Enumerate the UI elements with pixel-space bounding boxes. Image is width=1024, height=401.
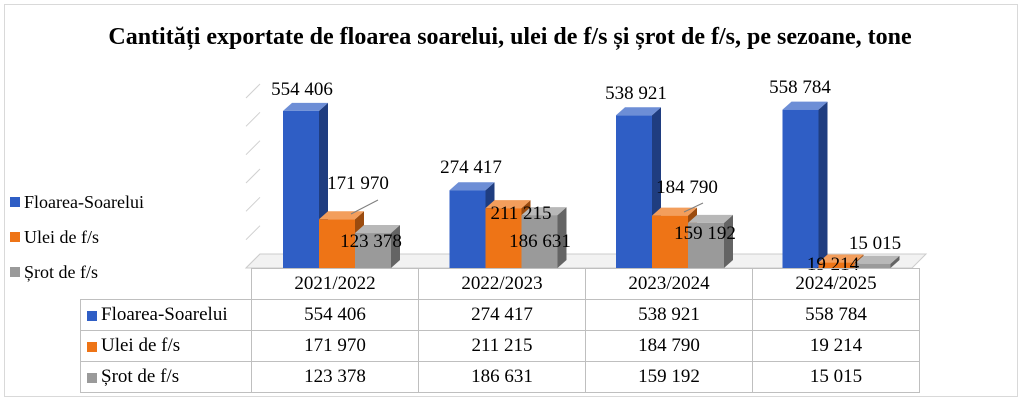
legend-swatch <box>10 197 20 207</box>
data-label: 184 790 <box>656 177 718 198</box>
data-label: 159 192 <box>674 223 736 244</box>
table-cell: 211 215 <box>418 330 586 362</box>
gridline <box>245 168 261 184</box>
legend-key-icon <box>87 372 97 383</box>
table-row-header: Șrot de f/s <box>80 361 252 393</box>
gridline <box>245 225 261 241</box>
table-column-header: 2021/2022 <box>251 268 419 300</box>
data-label: 123 378 <box>340 231 402 252</box>
table-row-header: Ulei de f/s <box>80 330 252 362</box>
bar-top <box>449 182 495 191</box>
table-column-header: 2022/2023 <box>418 268 586 300</box>
gridline <box>245 196 261 212</box>
series-name: Floarea-Soarelui <box>101 304 228 325</box>
bar <box>355 233 391 268</box>
leader-line <box>683 202 704 213</box>
bar <box>485 208 522 268</box>
bar <box>782 109 819 269</box>
data-label: 186 631 <box>509 231 571 252</box>
table-cell: 15 015 <box>752 361 920 393</box>
leader-line <box>350 199 379 215</box>
bar-top <box>818 254 864 263</box>
data-label: 274 417 <box>440 157 502 178</box>
bar-side <box>724 214 733 268</box>
table-cell: 19 214 <box>752 330 920 362</box>
legend-label: Floarea-Soarelui <box>24 192 144 212</box>
bar <box>854 263 891 268</box>
table-row-header: Floarea-Soarelui <box>80 299 252 331</box>
data-label: 554 406 <box>271 79 333 100</box>
table-header-row: 2021/2022 2022/2023 2023/2024 2024/2025 <box>81 268 920 300</box>
bar-side <box>391 225 400 268</box>
table-cell: 159 192 <box>585 361 753 393</box>
table-cell: 274 417 <box>418 299 586 331</box>
table-row: Șrot de f/s 123 378 186 631 159 192 15 015 <box>80 361 920 393</box>
bar-top <box>854 255 900 264</box>
bar-side <box>557 207 567 268</box>
series-name: Ulei de f/s <box>101 335 181 356</box>
bar <box>616 115 652 268</box>
table-column-header: 2024/2025 <box>752 268 920 300</box>
bar-top <box>521 207 567 216</box>
table-cell: 171 970 <box>251 330 419 362</box>
gridline <box>245 140 261 156</box>
table-cell: 186 631 <box>418 361 586 393</box>
table-cell: 538 921 <box>585 299 753 331</box>
table-column-header: 2023/2024 <box>585 268 753 300</box>
gridline <box>245 111 261 127</box>
bar-top <box>485 200 531 209</box>
table-cell: 554 406 <box>251 299 419 331</box>
legend-label: Șrot de f/s <box>24 262 98 282</box>
data-table: 2021/2022 2022/2023 2023/2024 2024/2025 Floa… <box>80 268 920 393</box>
chart-title: Cantități exportate de floarea soarelui,… <box>108 24 912 50</box>
bar-top <box>355 225 400 234</box>
table-row: Floarea-Soarelui 554 406 274 417 538 921 558… <box>80 299 920 331</box>
data-label: 211 215 <box>490 203 551 224</box>
bar-side <box>818 101 828 269</box>
legend-key-icon <box>87 341 97 352</box>
legend-label: Ulei de f/s <box>24 227 99 247</box>
table-row: Ulei de f/s 171 970 211 215 184 790 19 214 <box>80 330 920 362</box>
bar-top <box>616 107 661 116</box>
bar-side <box>890 255 900 268</box>
table-corner <box>81 269 252 300</box>
bar <box>319 219 355 268</box>
bar <box>521 215 558 268</box>
series-name: Șrot de f/s <box>101 366 180 387</box>
bar <box>652 215 688 268</box>
data-label: 171 970 <box>327 173 389 194</box>
legend-swatch <box>10 267 20 277</box>
bar-top <box>652 207 697 216</box>
bar-top <box>688 214 733 223</box>
bar <box>688 222 724 268</box>
data-label: 538 921 <box>605 83 667 104</box>
bar <box>449 190 486 268</box>
table-cell: 558 784 <box>752 299 920 331</box>
bar <box>283 110 319 268</box>
data-label: 15 015 <box>849 233 901 254</box>
legend-swatch <box>10 232 20 242</box>
bar-top <box>782 101 828 110</box>
bar <box>818 262 855 268</box>
bar-top <box>283 102 328 111</box>
table-cell: 184 790 <box>585 330 753 362</box>
gridline <box>245 83 261 99</box>
legend-key-icon <box>87 310 97 321</box>
data-label: 558 784 <box>769 77 831 98</box>
table-cell: 123 378 <box>251 361 419 393</box>
